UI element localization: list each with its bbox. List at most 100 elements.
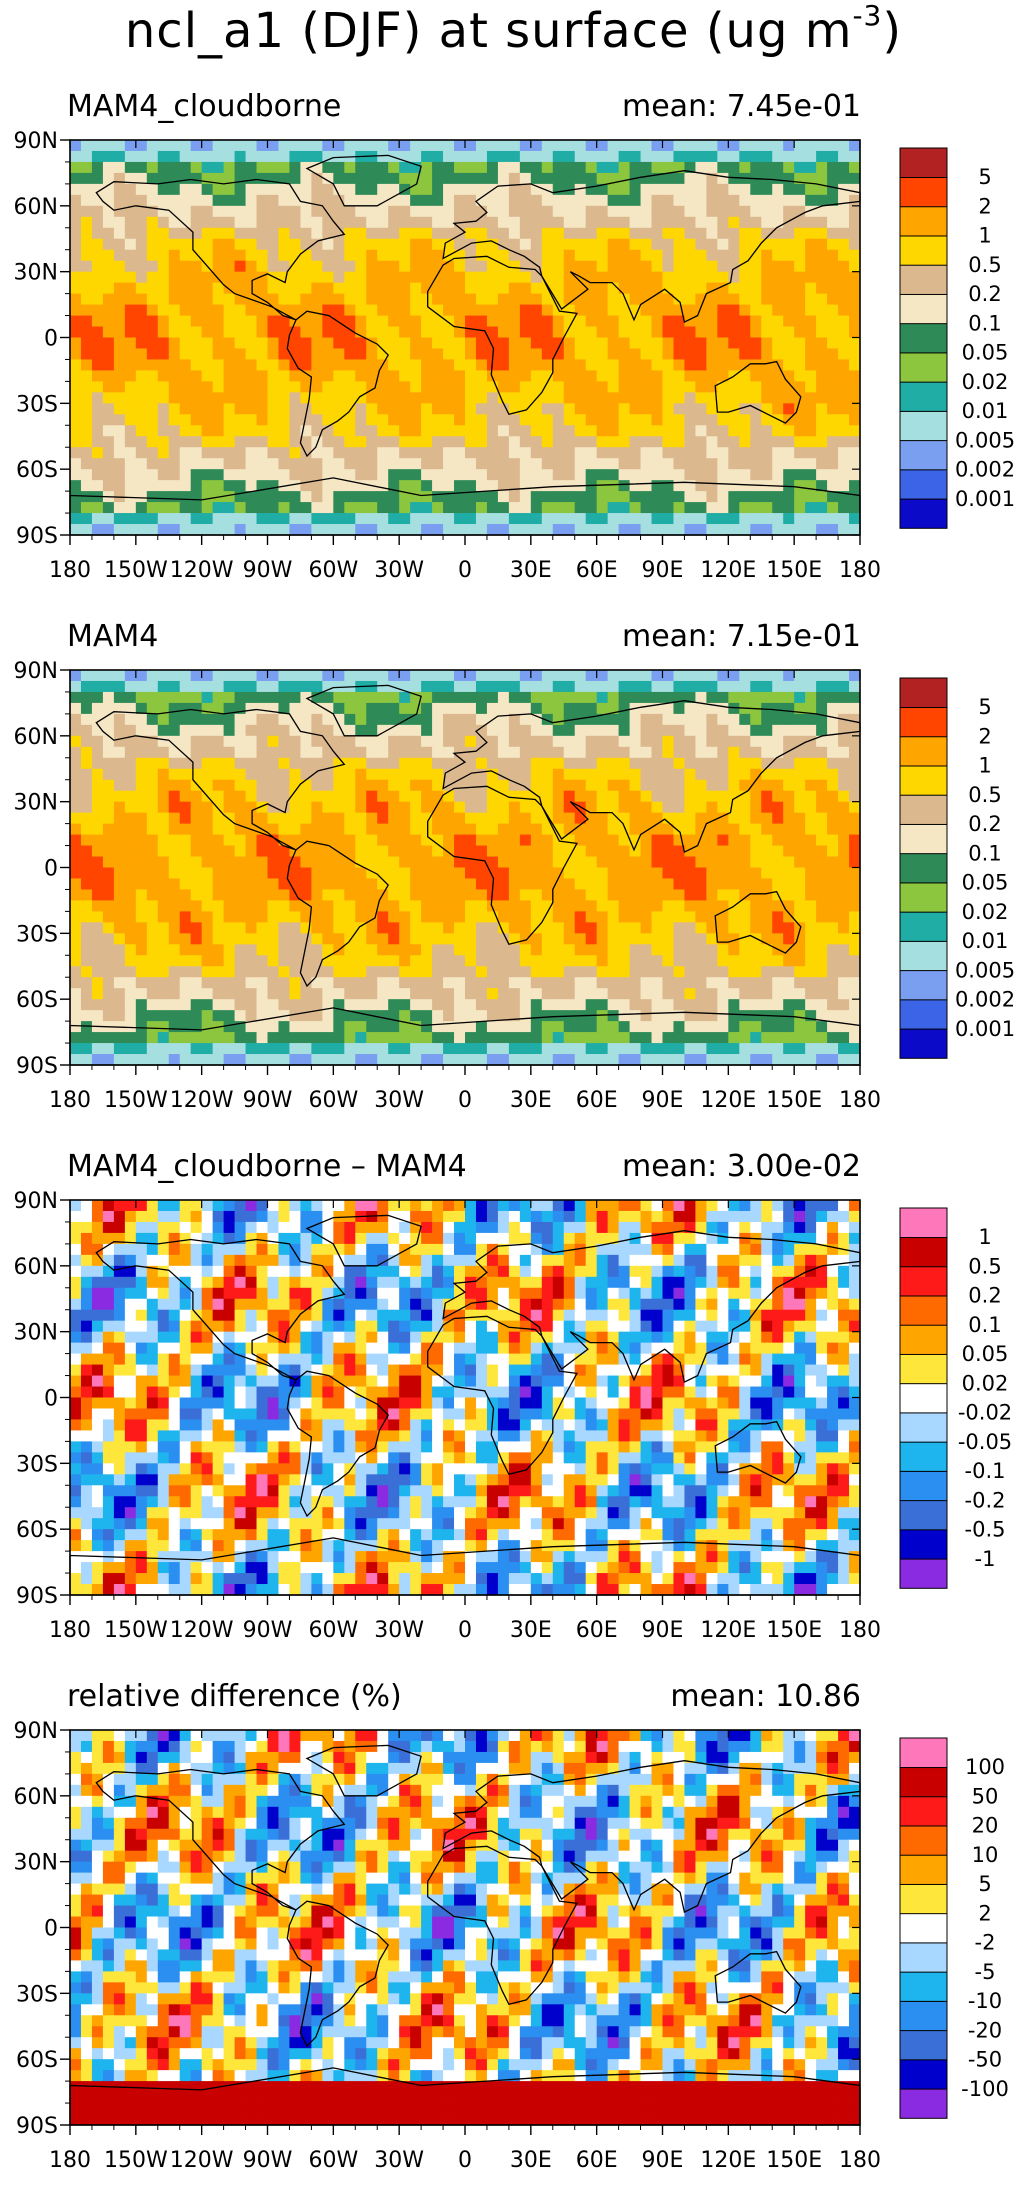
colorbar: -1-0.5-0.2-0.1-0.05-0.020.020.050.10.20.… — [900, 1208, 1012, 1588]
y-tick-label: 90S — [16, 1054, 58, 1079]
colorbar-box — [900, 148, 947, 178]
colorbar-box — [900, 2001, 947, 2031]
colorbar-label: 10 — [972, 1843, 999, 1867]
map-field — [70, 1200, 860, 1595]
x-tick-label: 180 — [839, 1088, 881, 1113]
x-tick-label: 90E — [642, 558, 684, 583]
y-tick-label: 90N — [14, 1719, 58, 1744]
colorbar-box — [900, 382, 947, 412]
colorbar-box — [900, 1913, 947, 1943]
colorbar-box — [900, 411, 947, 441]
x-tick-label: 150E — [766, 558, 822, 583]
x-tick-label: 90E — [642, 1088, 684, 1113]
colorbar-box — [900, 177, 947, 207]
y-tick-label: 90N — [14, 129, 58, 154]
colorbar-box — [900, 1796, 947, 1826]
y-tick-label: 60S — [16, 1518, 58, 1543]
y-tick-label: 90S — [16, 524, 58, 549]
x-tick-label: 60E — [576, 1618, 618, 1643]
colorbar-box — [900, 912, 947, 942]
colorbar-box — [900, 1767, 947, 1797]
colorbar-box — [900, 1325, 947, 1355]
colorbar-label: 0.5 — [968, 783, 1001, 807]
colorbar-label: 0.5 — [968, 253, 1001, 277]
colorbar-label: 2 — [978, 1901, 991, 1925]
colorbar-box — [900, 883, 947, 913]
x-tick-label: 120E — [700, 2148, 756, 2173]
x-tick-label: 60E — [576, 2148, 618, 2173]
title-end: ) — [882, 3, 902, 59]
x-tick-label: 180 — [839, 2148, 881, 2173]
x-tick-label: 150W — [104, 1088, 168, 1113]
colorbar-box — [900, 470, 947, 500]
colorbar-label: -0.2 — [965, 1488, 1006, 1512]
colorbar-box — [900, 853, 947, 883]
colorbar-box — [900, 1029, 947, 1059]
y-tick-label: 60N — [14, 1785, 58, 1810]
colorbar-label: 2 — [978, 725, 991, 749]
y-tick-label: 60N — [14, 1255, 58, 1280]
colorbar-box — [900, 766, 947, 796]
colorbar-label: -0.1 — [965, 1459, 1006, 1483]
colorbar-label: -0.5 — [965, 1518, 1006, 1542]
title-superscript: -3 — [852, 0, 882, 32]
colorbar-label: 0.1 — [968, 1313, 1001, 1337]
colorbar-label: -1 — [975, 1547, 996, 1571]
x-tick-label: 30W — [374, 558, 424, 583]
panel-difference: MAM4_cloudborne – MAM4 mean: 3.00e-02 18… — [0, 1150, 1027, 1675]
colorbar-label: 5 — [978, 165, 991, 189]
x-tick-label: 180 — [49, 1618, 91, 1643]
colorbar-label: 0.01 — [962, 929, 1009, 953]
colorbar-label: 0.02 — [962, 900, 1009, 924]
colorbar-box — [900, 1884, 947, 1914]
x-tick-label: 120E — [700, 1088, 756, 1113]
y-tick-label: 90S — [16, 2114, 58, 2139]
colorbar-box — [900, 2089, 947, 2119]
x-tick-label: 180 — [49, 1088, 91, 1113]
x-tick-label: 90W — [243, 1088, 293, 1113]
x-tick-label: 90W — [243, 2148, 293, 2173]
x-tick-label: 120W — [170, 2148, 234, 2173]
x-tick-label: 90W — [243, 558, 293, 583]
colorbar-box — [900, 1442, 947, 1472]
x-tick-label: 150W — [104, 558, 168, 583]
x-tick-label: 150E — [766, 2148, 822, 2173]
colorbar-box — [900, 1208, 947, 1238]
colorbar-label: 0.1 — [968, 841, 1001, 865]
x-tick-label: 60W — [308, 1088, 358, 1113]
x-tick-label: 60W — [308, 558, 358, 583]
y-tick-label: 0 — [44, 1387, 58, 1412]
colorbar-box — [900, 323, 947, 353]
colorbar-box — [900, 1383, 947, 1413]
map-field — [70, 670, 860, 1065]
x-tick-label: 60W — [308, 1618, 358, 1643]
y-tick-label: 0 — [44, 857, 58, 882]
colorbar-label: 0.005 — [955, 428, 1015, 452]
colorbar-box — [900, 1500, 947, 1530]
colorbar-box — [900, 2060, 947, 2090]
colorbar-box — [900, 2030, 947, 2060]
colorbar-box — [900, 1530, 947, 1560]
y-tick-label: 60S — [16, 2048, 58, 2073]
colorbar-label: 0.02 — [962, 1371, 1009, 1395]
colorbar-label: -2 — [975, 1931, 996, 1955]
colorbar-box — [900, 1559, 947, 1589]
colorbar-label: 0.2 — [968, 1284, 1001, 1308]
colorbar-label: 0.002 — [955, 458, 1015, 482]
colorbar-label: 0.5 — [968, 1255, 1001, 1279]
x-tick-label: 90E — [642, 2148, 684, 2173]
colorbar-box — [900, 970, 947, 1000]
colorbar-box — [900, 1826, 947, 1856]
x-tick-label: 120W — [170, 1088, 234, 1113]
colorbar-label: 100 — [965, 1755, 1005, 1779]
y-tick-label: 60N — [14, 725, 58, 750]
y-tick-label: 30N — [14, 791, 58, 816]
map-field — [70, 1730, 860, 2125]
x-tick-label: 30W — [374, 2148, 424, 2173]
x-tick-label: 0 — [458, 1088, 472, 1113]
colorbar-label: 0.005 — [955, 958, 1015, 982]
